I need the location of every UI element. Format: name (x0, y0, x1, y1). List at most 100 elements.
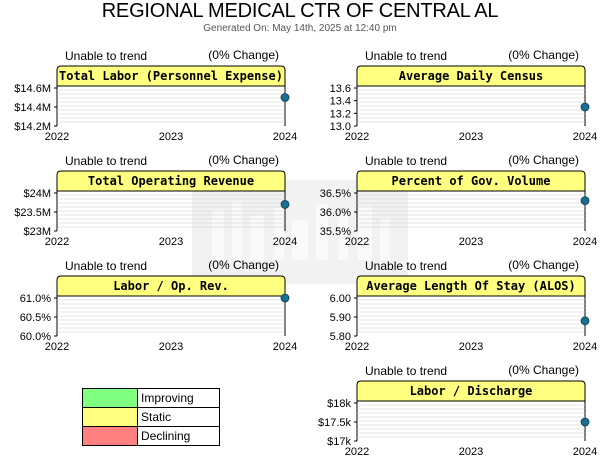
chart-title: Total Operating Revenue (88, 174, 254, 188)
data-point (580, 417, 590, 427)
y-tick-label: $14.6M (14, 83, 51, 95)
chart-title: Average Length Of Stay (ALOS) (366, 279, 576, 293)
legend-swatch-improving (83, 389, 138, 407)
y-tick-label: 13.6 (330, 83, 351, 95)
x-tick-label: 2022 (345, 236, 369, 248)
change-text: (0% Change) (508, 48, 579, 62)
trend-text: Unable to trend (365, 49, 447, 63)
chart-panel-percent-of-gov-volume: Unable to trend (0% Change) Percent of Gov… (320, 153, 597, 248)
change-text: (0% Change) (508, 363, 579, 377)
x-tick-label: 2023 (459, 236, 483, 248)
data-point (280, 199, 290, 209)
x-tick-label: 2024 (573, 131, 597, 143)
trend-text: Unable to trend (65, 49, 147, 63)
chart-header-banner (356, 380, 586, 402)
chart-panel-average-length-of-stay-alos: Unable to trend (0% Change) Average Length… (330, 258, 598, 353)
y-tick-label: $17k (327, 436, 351, 448)
chart-panel-labor-discharge: Unable to trend (0% Change) Labor / Discha… (318, 363, 597, 458)
y-tick-label: 36.0% (320, 207, 351, 219)
chart-header-banner (56, 65, 286, 87)
y-tick-label: 60.5% (20, 312, 51, 324)
x-tick-label: 2022 (345, 131, 369, 143)
y-tick-label: $18k (327, 398, 351, 410)
change-text: (0% Change) (208, 153, 279, 167)
trend-text: Unable to trend (65, 154, 147, 168)
y-tick-label: 5.80 (330, 331, 351, 343)
chart-header-banner (56, 170, 286, 192)
y-tick-label: 60.0% (20, 331, 51, 343)
legend-label-static: Static (141, 410, 172, 424)
legend-row-declining: Declining (83, 427, 219, 445)
watermark-logo (192, 180, 408, 284)
y-tick-label: $14.2M (14, 121, 51, 133)
chart-header-banner (356, 65, 586, 87)
x-tick-label: 2023 (459, 131, 483, 143)
x-tick-label: 2024 (273, 236, 297, 248)
chart-panel-average-daily-census: Unable to trend (0% Change) Average Daily … (330, 48, 598, 143)
y-tick-label: 6.00 (330, 293, 351, 305)
data-point (580, 102, 590, 112)
x-tick-label: 2022 (345, 341, 369, 353)
y-tick-label: $17.5k (318, 417, 352, 429)
x-tick-label: 2024 (273, 341, 297, 353)
data-point (580, 316, 590, 326)
legend-swatch-static (83, 408, 138, 426)
y-tick-label: $24M (23, 188, 51, 200)
x-tick-label: 2024 (573, 446, 597, 458)
x-tick-label: 2023 (159, 236, 183, 248)
x-tick-label: 2024 (573, 236, 597, 248)
x-tick-label: 2022 (45, 341, 69, 353)
chart-title: Labor / Op. Rev. (113, 279, 229, 293)
legend-row-static: Static (83, 408, 219, 427)
chart-title: Percent of Gov. Volume (392, 174, 551, 188)
change-text: (0% Change) (508, 258, 579, 272)
generated-timestamp: Generated On: May 14th, 2025 at 12:40 pm (203, 23, 397, 34)
trend-text: Unable to trend (365, 364, 447, 378)
chart-panel-total-labor-personnel-expense: Unable to trend (0% Change) Total Labor (P… (14, 48, 297, 143)
chart-panel-total-operating-revenue: Unable to trend (0% Change) Total Operatin… (14, 153, 297, 248)
x-tick-label: 2023 (159, 341, 183, 353)
trend-text: Unable to trend (365, 259, 447, 273)
chart-title: Total Labor (Personnel Expense) (59, 69, 283, 83)
y-tick-label: 13.0 (330, 121, 351, 133)
chart-header-banner (56, 275, 286, 297)
change-text: (0% Change) (508, 153, 579, 167)
x-tick-label: 2024 (573, 341, 597, 353)
legend-row-improving: Improving (83, 389, 219, 408)
y-tick-label: 13.2 (330, 108, 351, 120)
x-tick-label: 2022 (345, 446, 369, 458)
x-tick-label: 2022 (45, 131, 69, 143)
trend-text: Unable to trend (65, 259, 147, 273)
chart-header-banner (356, 275, 586, 297)
legend-label-improving: Improving (141, 391, 194, 405)
y-tick-label: $14.4M (14, 102, 51, 114)
y-tick-label: $23M (23, 226, 51, 238)
trend-text: Unable to trend (365, 154, 447, 168)
data-point (280, 293, 290, 303)
y-tick-label: $23.5M (14, 207, 51, 219)
change-text: (0% Change) (208, 48, 279, 62)
x-tick-label: 2023 (459, 446, 483, 458)
y-tick-label: 13.4 (330, 96, 351, 108)
y-tick-label: 5.90 (330, 312, 351, 324)
chart-header-banner (356, 170, 586, 192)
status-legend: Improving Static Declining (82, 388, 220, 446)
x-tick-label: 2024 (273, 131, 297, 143)
x-tick-label: 2023 (459, 341, 483, 353)
data-point (280, 93, 290, 102)
change-text: (0% Change) (208, 258, 279, 272)
y-tick-label: 36.5% (320, 188, 351, 200)
x-tick-label: 2023 (159, 131, 183, 143)
chart-title: Average Daily Census (399, 69, 544, 83)
y-tick-label: 35.5% (320, 226, 351, 238)
chart-panel-labor-op-rev: Unable to trend (0% Change) Labor / Op. Re… (20, 258, 297, 353)
legend-label-declining: Declining (141, 429, 191, 443)
report-title: REGIONAL MEDICAL CTR OF CENTRAL AL (101, 0, 499, 22)
y-tick-label: 61.0% (20, 293, 51, 305)
data-point (580, 196, 590, 206)
x-tick-label: 2022 (45, 236, 69, 248)
legend-swatch-declining (83, 427, 138, 445)
chart-title: Labor / Discharge (410, 384, 533, 398)
